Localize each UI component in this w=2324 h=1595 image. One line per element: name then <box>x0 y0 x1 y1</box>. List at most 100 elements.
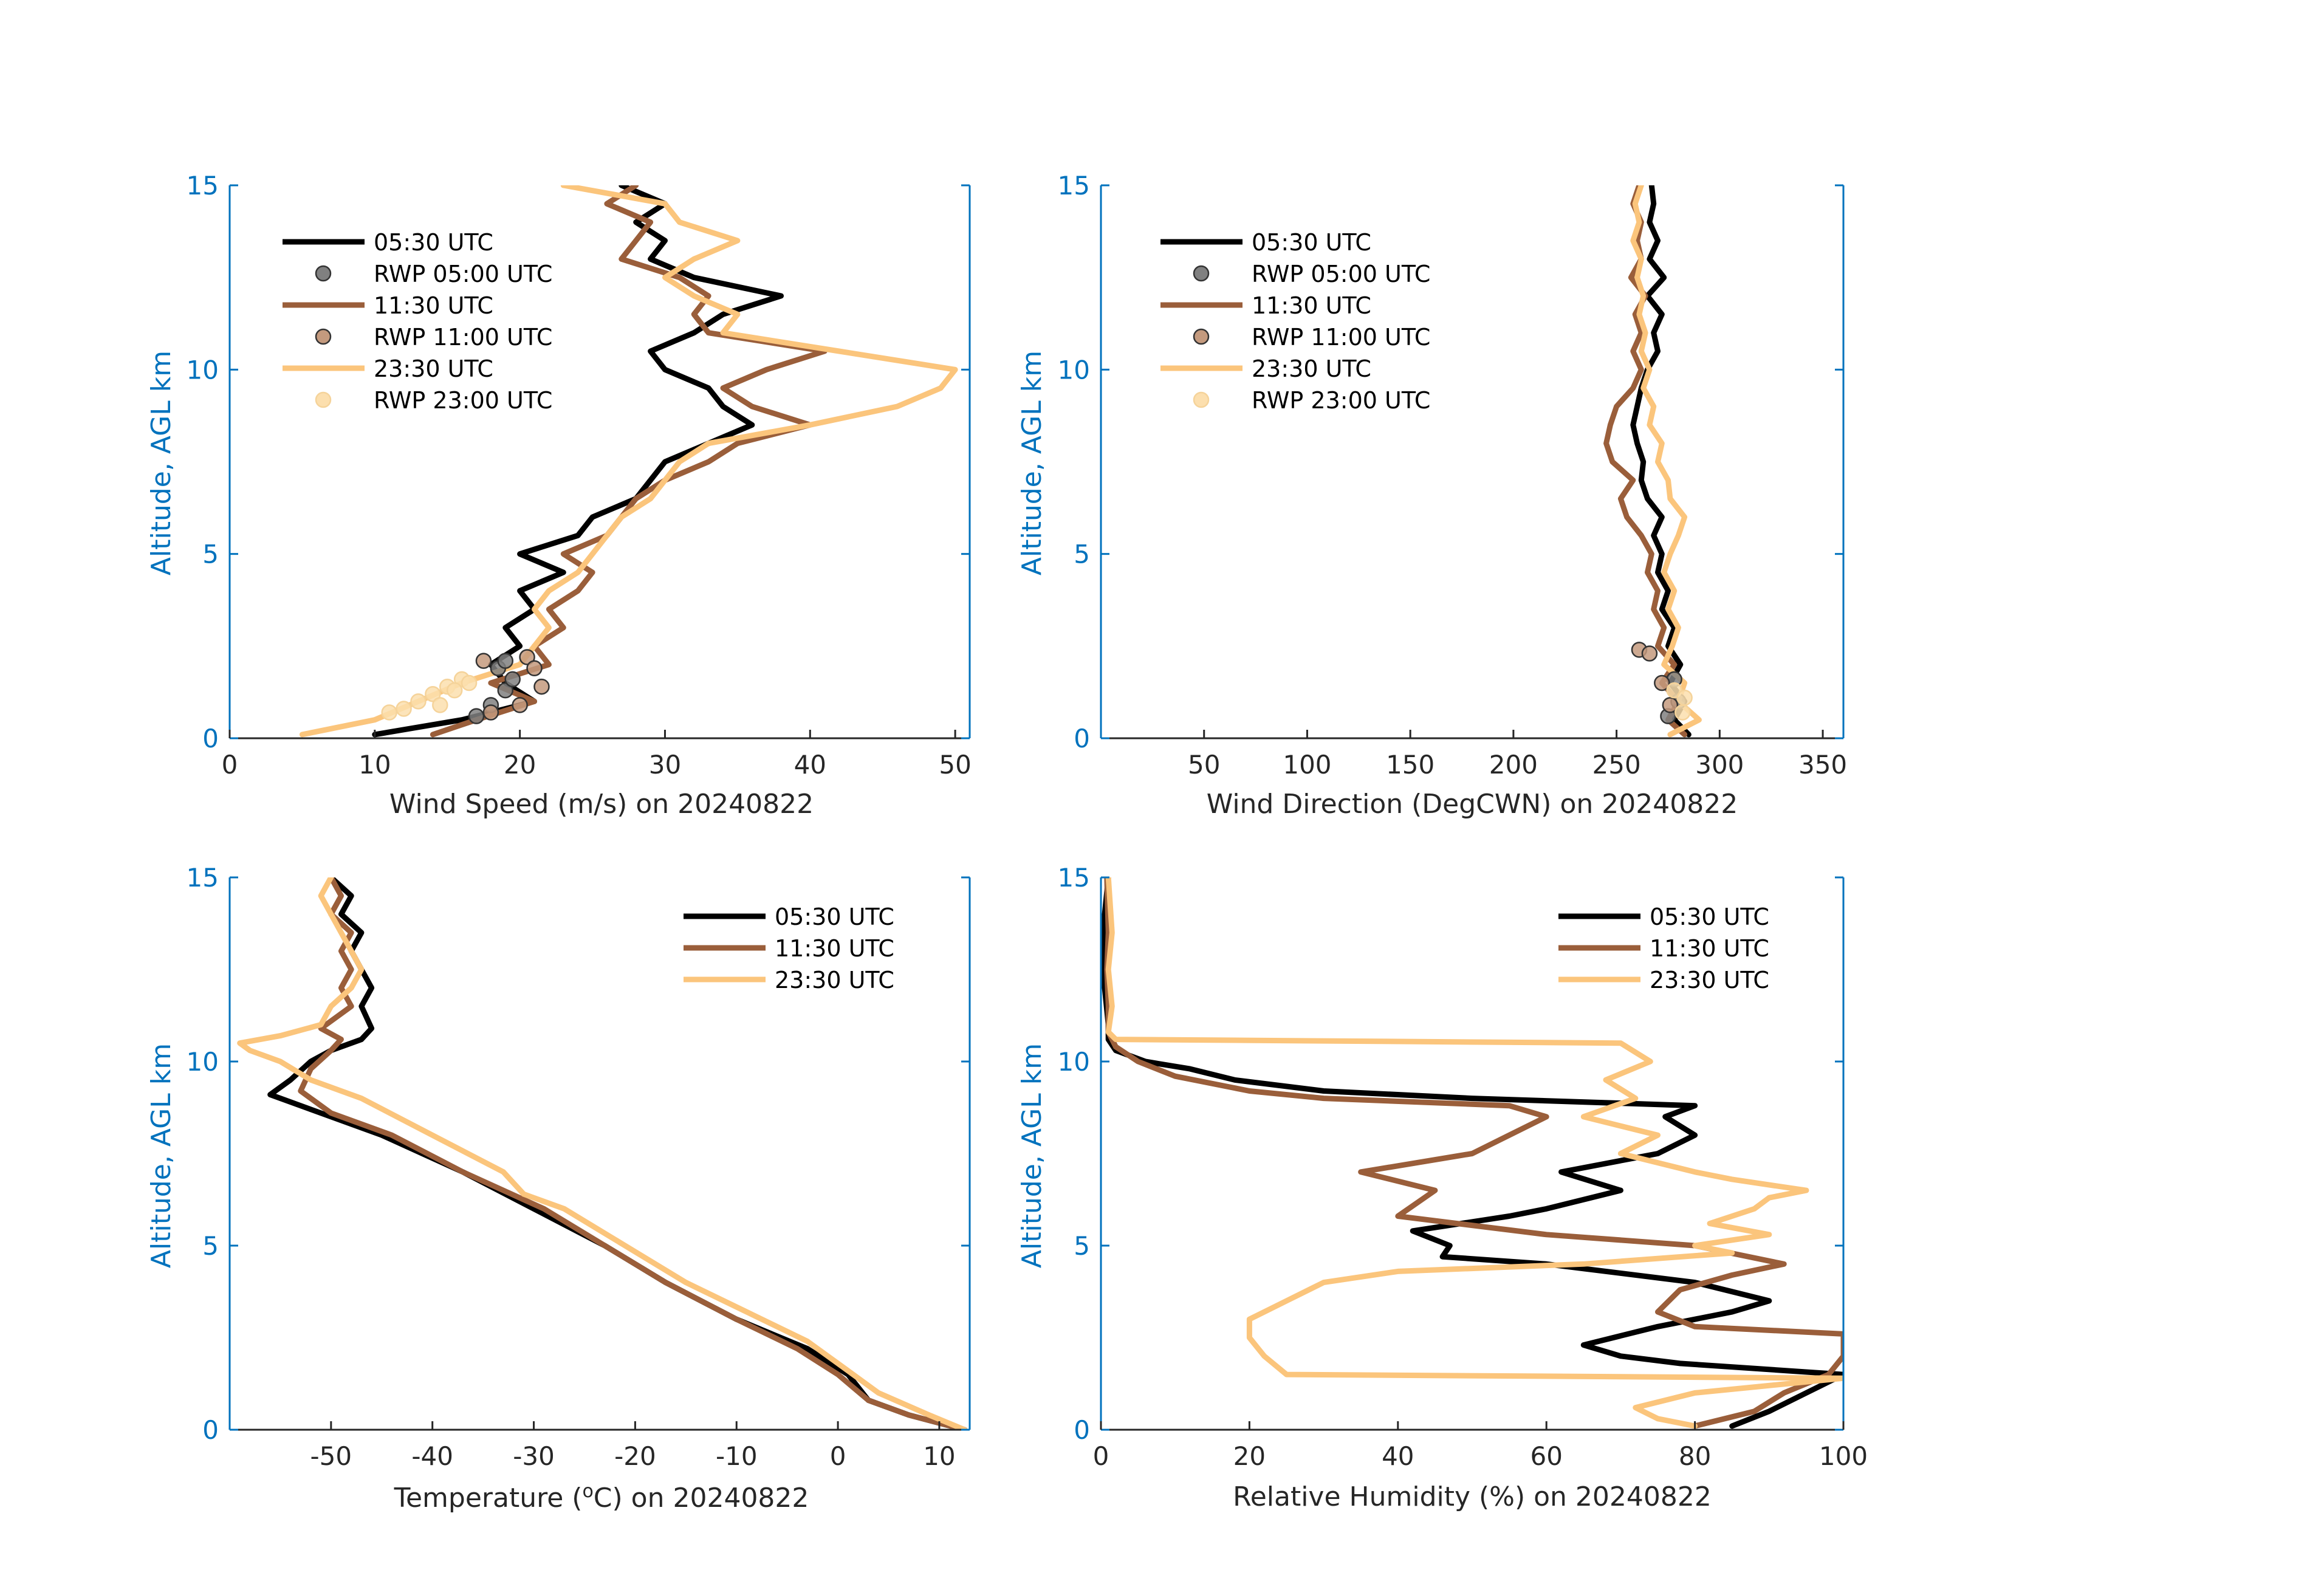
wind-speed-legend-label-c0530: 05:30 UTC <box>374 229 493 256</box>
wind-speed-axes: 0 5 10 15 0 10 20 30 40 50 <box>187 171 972 780</box>
temperature-xtick-label-2: -30 <box>513 1441 555 1471</box>
temperature-xtick-label-0: -50 <box>310 1441 352 1471</box>
temperature-axes: 0 5 10 15 -50 -40 -30 -20 -10 0 10 <box>187 863 971 1471</box>
relative-humidity-ytick-label-3: 15 <box>1058 863 1090 893</box>
temperature-xtick-label-1: -40 <box>411 1441 453 1471</box>
wind-speed-legend-label-rwp1100: RWP 11:00 UTC <box>374 324 552 351</box>
wind-direction-ytick-label-0: 0 <box>1074 724 1090 753</box>
wind-speed-marker-rwp2300-7 <box>446 682 463 699</box>
wind-direction-xtick-label-4: 250 <box>1592 750 1641 780</box>
wind-speed-marker-rwp0500-0 <box>468 708 485 724</box>
wind-speed-marker-rwp0500-5 <box>497 653 514 669</box>
wind-direction-xtick-label-5: 300 <box>1695 750 1744 780</box>
wind-speed-ytick-label-2: 10 <box>187 355 219 385</box>
wind-speed-legend-label-rwp0500: RWP 05:00 UTC <box>374 261 552 287</box>
wind-direction-legend-swatch-rwp1100 <box>1193 328 1210 345</box>
relative-humidity-xlabel: Relative Humidity (%) on 20240822 <box>1233 1481 1712 1512</box>
temperature-ylabel: Altitude, AGL km <box>146 1043 177 1268</box>
wind-speed-marker-rwp1100-0 <box>475 653 492 669</box>
wind-speed-marker-rwp1100-3 <box>512 697 528 713</box>
wind-direction-series-c2330 <box>1630 185 1702 738</box>
wind-direction-marker-rwp1100-2 <box>1654 674 1670 691</box>
wind-speed-legend-swatch-rwp0500 <box>315 265 332 282</box>
wind-speed-marker-rwp0500-2 <box>497 682 514 699</box>
wind-speed-marker-rwp2300-8 <box>432 697 448 713</box>
relative-humidity-ylabel: Altitude, AGL km <box>1016 1043 1047 1268</box>
wind-speed-marker-rwp1100-2 <box>533 678 550 695</box>
relative-humidity-xtick-label-4: 80 <box>1679 1441 1711 1471</box>
wind-speed-panel: 0 5 10 15 0 10 20 30 40 50 Wind Speed (m/s) on 20… <box>146 171 972 820</box>
wind-speed-xtick-label-1: 10 <box>358 750 391 780</box>
temperature-legend: 05:30 UTC 11:30 UTC 23:30 UTC <box>684 904 894 993</box>
temperature-xtick-label-3: -20 <box>614 1441 656 1471</box>
wind-direction-xtick-label-1: 100 <box>1283 750 1331 780</box>
wind-speed-xtick-label-4: 40 <box>794 750 826 780</box>
wind-direction-marker-rwp1100-1 <box>1641 645 1658 662</box>
temperature-series-c2330 <box>237 877 968 1430</box>
wind-speed-legend: 05:30 UTC RWP 05:00 UTC 11:30 UTC RWP 11:00… <box>283 229 552 414</box>
wind-speed-marker-rwp2300-0 <box>381 704 397 721</box>
wind-speed-xtick-label-3: 30 <box>649 750 681 780</box>
wind-direction-marker-rwp1100-3 <box>1662 697 1679 713</box>
wind-direction-xtick-label-2: 150 <box>1386 750 1435 780</box>
wind-direction-ylabel: Altitude, AGL km <box>1016 351 1047 575</box>
wind-direction-series <box>1603 185 1702 738</box>
wind-direction-legend-swatch-rwp0500 <box>1193 265 1210 282</box>
relative-humidity-series-c2330 <box>1105 877 1843 1429</box>
relative-humidity-xtick-label-2: 40 <box>1382 1441 1414 1471</box>
wind-speed-ytick-label-3: 15 <box>187 171 219 201</box>
wind-speed-marker-rwp2300-3 <box>425 685 441 702</box>
relative-humidity-xtick-label-0: 0 <box>1093 1441 1109 1471</box>
relative-humidity-axes: 0 5 10 15 0 20 40 60 80 100 <box>1058 863 1868 1471</box>
wind-speed-marker-rwp2300-1 <box>396 701 412 717</box>
wind-speed-legend-swatch-rwp1100 <box>315 328 332 345</box>
wind-direction-xlabel: Wind Direction (DegCWN) on 20240822 <box>1207 789 1738 820</box>
wind-speed-xtick-label-5: 50 <box>939 750 971 780</box>
wind-speed-xtick-label-2: 20 <box>504 750 536 780</box>
temperature-series <box>237 877 968 1430</box>
temperature-xlabel: Temperature (oC) on 20240822 <box>394 1481 809 1514</box>
wind-speed-plot-area <box>299 185 958 738</box>
wind-speed-marker-rwp1100-4 <box>482 704 499 721</box>
wind-speed-legend-label-c1130: 11:30 UTC <box>374 292 493 319</box>
wind-direction-legend-label-c1130: 11:30 UTC <box>1252 292 1371 319</box>
relative-humidity-panel: 0 5 10 15 0 20 40 60 80 100 Relative Humidity (%)… <box>1016 863 1868 1512</box>
wind-direction-ytick-label-3: 15 <box>1058 171 1090 201</box>
wind-direction-legend-label-rwp1100: RWP 11:00 UTC <box>1252 324 1430 351</box>
wind-direction-legend-label-c0530: 05:30 UTC <box>1252 229 1371 256</box>
relative-humidity-series <box>1102 877 1843 1429</box>
wind-speed-marker-rwp1100-5 <box>526 660 543 676</box>
temperature-legend-label-c1130: 11:30 UTC <box>775 935 894 962</box>
temperature-ytick-label-2: 10 <box>187 1047 219 1077</box>
wind-direction-legend: 05:30 UTC RWP 05:00 UTC 11:30 UTC RWP 11:00… <box>1160 229 1430 414</box>
wind-direction-plot-area <box>1603 185 1702 738</box>
wind-direction-ytick-label-2: 10 <box>1058 355 1090 385</box>
wind-speed-series-c2330 <box>299 185 958 738</box>
temperature-xtick-label-5: 0 <box>830 1441 846 1471</box>
wind-direction-xtick-label-0: 50 <box>1188 750 1220 780</box>
relative-humidity-legend-label-c1130: 11:30 UTC <box>1650 935 1769 962</box>
relative-humidity-ytick-label-2: 10 <box>1058 1047 1090 1077</box>
wind-speed-legend-label-rwp2300: RWP 23:00 UTC <box>374 387 552 414</box>
wind-speed-series <box>299 185 958 738</box>
relative-humidity-xtick-label-3: 60 <box>1530 1441 1562 1471</box>
wind-speed-ylabel: Altitude, AGL km <box>146 351 177 575</box>
wind-direction-legend-label-c2330: 23:30 UTC <box>1252 355 1371 382</box>
wind-speed-legend-swatch-rwp2300 <box>315 391 332 408</box>
relative-humidity-ytick-label-0: 0 <box>1074 1415 1090 1445</box>
wind-direction-legend-swatch-rwp2300 <box>1193 391 1210 408</box>
relative-humidity-legend-label-c0530: 05:30 UTC <box>1650 904 1769 930</box>
wind-direction-marker-rwp2300-2 <box>1674 704 1691 721</box>
wind-speed-marker-rwp2300-2 <box>410 693 427 710</box>
temperature-plot-area <box>237 877 968 1430</box>
wind-direction-series-c1130 <box>1603 185 1688 738</box>
temperature-legend-label-c2330: 23:30 UTC <box>775 967 894 993</box>
relative-humidity-ytick-label-1: 5 <box>1074 1231 1090 1261</box>
temperature-legend-label-c0530: 05:30 UTC <box>775 904 894 930</box>
temperature-xtick-label-4: -10 <box>716 1441 758 1471</box>
relative-humidity-xtick-label-1: 20 <box>1233 1441 1266 1471</box>
relative-humidity-legend: 05:30 UTC 11:30 UTC 23:30 UTC <box>1558 904 1769 993</box>
wind-speed-xtick-label-0: 0 <box>222 750 238 780</box>
wind-speed-marker-rwp0500-3 <box>504 671 521 688</box>
